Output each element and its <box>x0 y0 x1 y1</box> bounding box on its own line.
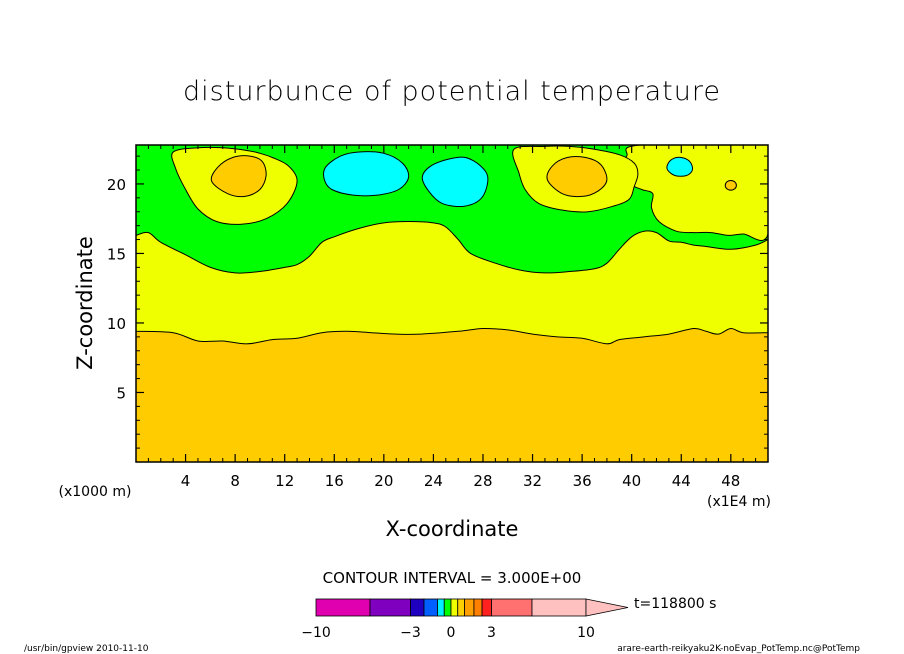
colorbar-segment <box>443 598 452 617</box>
plot-area <box>136 145 768 462</box>
colorbar-segment <box>369 598 411 617</box>
colorbar-segment <box>531 598 587 617</box>
y-tick-label: 15 <box>107 245 126 263</box>
colorbar-segment <box>410 598 425 617</box>
contour-interval-label: CONTOUR INTERVAL = 3.000E+00 <box>323 569 582 587</box>
chart-title: disturbunce of potential temperature <box>183 76 721 107</box>
colorbar-segment <box>481 598 492 617</box>
colorbar-segment <box>437 598 445 617</box>
x-tick-label: 24 <box>424 472 443 490</box>
x-tick-label: 40 <box>622 472 641 490</box>
x-tick-label: 32 <box>523 472 542 490</box>
colorbar-tick-label: 3 <box>487 625 496 641</box>
cyan-patch-1 <box>421 156 489 207</box>
y-tick-label: 10 <box>107 315 126 333</box>
y-axis: 5 10 15 20 <box>107 155 768 449</box>
plot-frame <box>135 144 769 463</box>
x-tick-label: 8 <box>230 472 240 490</box>
cyan-patch-0 <box>323 151 410 197</box>
colorbar-tick-label: −3 <box>400 625 421 641</box>
orange-center-0 <box>210 155 267 198</box>
colorbar-segment <box>457 598 465 617</box>
colorbar-segment <box>473 598 483 617</box>
x-tick-label: 20 <box>374 472 393 490</box>
x-tick-label: 44 <box>672 472 691 490</box>
x-unit-label: (x1000 m) <box>59 484 132 500</box>
orange-center-1 <box>546 156 608 198</box>
colorbar-tick-label: −10 <box>301 625 331 641</box>
x-tick-label: 48 <box>721 472 740 490</box>
colorbar-tick-labels: −10 −3 0 3 10 <box>301 625 595 641</box>
colorbar-extend-triangle <box>585 598 629 617</box>
time-label: t=118800 s <box>634 596 716 612</box>
y-axis-label: Z-coordinate <box>73 236 97 370</box>
x-axis: 4 8 12 16 20 24 28 32 36 40 44 48 <box>147 145 769 490</box>
y-tick-label: 5 <box>116 384 126 402</box>
x-tick-label: 36 <box>573 472 592 490</box>
cyan-patch-2 <box>666 156 694 177</box>
y-tick-label: 20 <box>107 176 126 194</box>
colorbar-segment <box>464 598 475 617</box>
small-orange-patch <box>724 179 737 191</box>
colorbar-segment <box>423 598 438 617</box>
y-unit-label: (x1E4 m) <box>707 494 771 510</box>
x-tick-label: 28 <box>473 472 492 490</box>
x-tick-label: 12 <box>275 472 294 490</box>
x-tick-label: 16 <box>325 472 344 490</box>
colorbar-tick-label: 10 <box>577 625 595 641</box>
colorbar-segment <box>450 598 459 617</box>
footer-right: arare-earth-reikyaku2K-noEvap_PotTemp.nc… <box>617 644 860 654</box>
colorbar-tick-label: 0 <box>447 625 456 641</box>
colorbar-segment <box>491 598 533 617</box>
x-tick-label: 4 <box>181 472 191 490</box>
footer-left: /usr/bin/gpview 2010-11-10 <box>24 644 149 654</box>
upper-patches <box>171 145 768 241</box>
colorbar <box>315 598 629 617</box>
colorbar-segment <box>315 598 371 617</box>
x-axis-label: X-coordinate <box>386 517 519 541</box>
